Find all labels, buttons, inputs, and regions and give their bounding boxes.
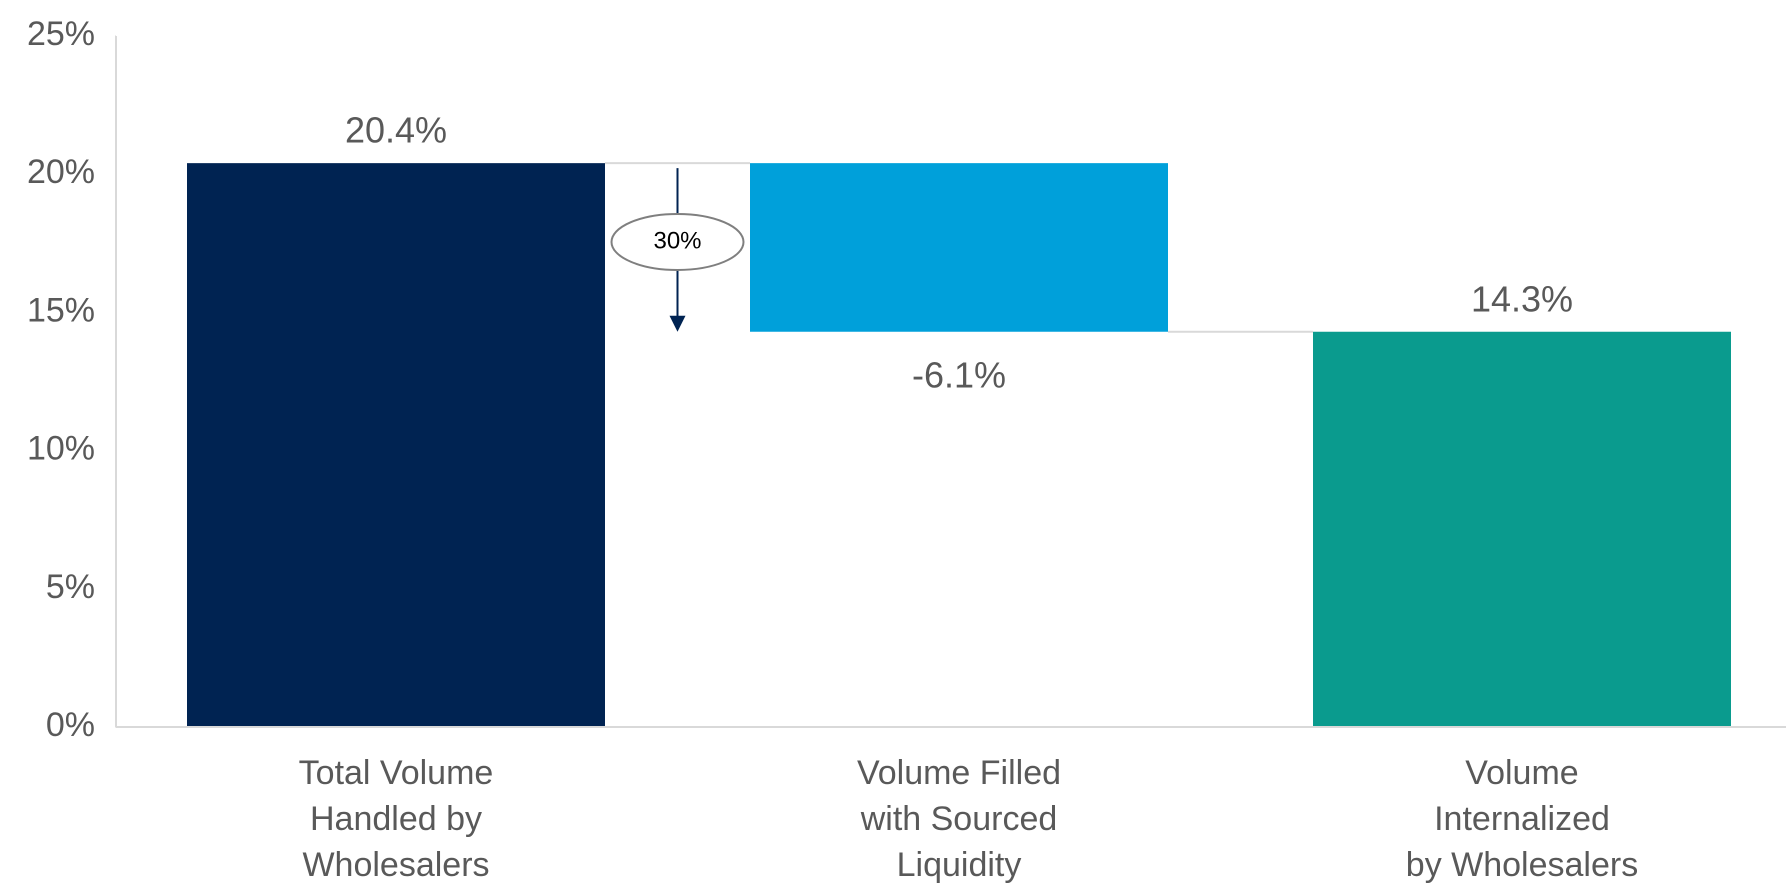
x-tick-label: Volume xyxy=(1465,754,1578,792)
x-tick-label: Liquidity xyxy=(897,846,1022,884)
x-tick-label: Wholesalers xyxy=(302,846,489,884)
bar xyxy=(750,163,1168,332)
annotation-bubble xyxy=(610,212,745,271)
value-label: 14.3% xyxy=(1471,278,1573,319)
y-tick-label: 10% xyxy=(27,430,95,468)
x-tick-label: Volume Filled xyxy=(857,754,1061,792)
y-tick-label: 15% xyxy=(27,291,95,329)
y-tick-label: 20% xyxy=(27,153,95,191)
x-tick-label: by Wholesalers xyxy=(1406,846,1638,884)
x-tick-label: with Sourced xyxy=(860,800,1058,838)
value-label: 20.4% xyxy=(345,110,447,151)
y-tick-label: 25% xyxy=(27,15,95,53)
x-tick-label: Internalized xyxy=(1434,800,1610,838)
annotation: 30% xyxy=(653,227,701,254)
arrow-head xyxy=(669,315,686,332)
x-tick-label: Total Volume xyxy=(299,754,494,792)
bar xyxy=(187,163,605,728)
y-tick-label: 5% xyxy=(46,568,95,606)
value-label: -6.1% xyxy=(912,354,1006,395)
x-tick-label: Handled by xyxy=(310,800,482,838)
y-tick-label: 0% xyxy=(46,706,95,744)
bar xyxy=(1313,331,1731,727)
